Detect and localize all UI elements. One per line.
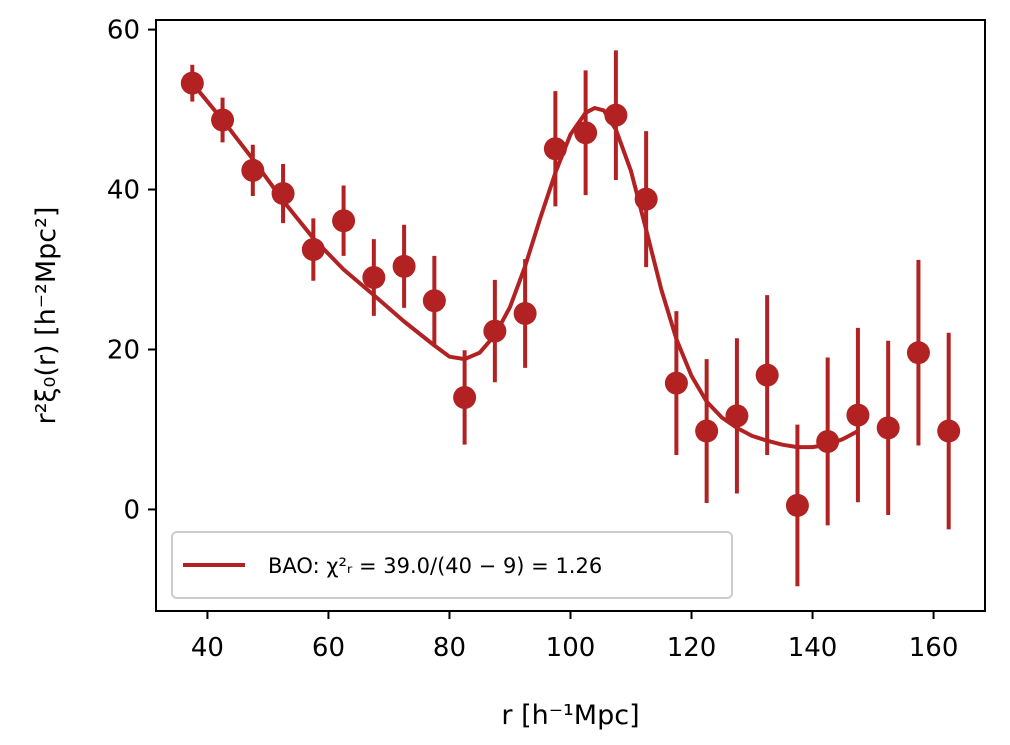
data-point-20 xyxy=(785,493,809,517)
data-point-2 xyxy=(241,158,265,182)
bao-model-line xyxy=(190,81,859,450)
y-tick-label-60: 60 xyxy=(107,16,140,46)
data-point-4 xyxy=(301,238,325,262)
data-point-23 xyxy=(876,416,900,440)
data-point-9 xyxy=(453,385,477,409)
data-point-19 xyxy=(755,363,779,387)
data-point-8 xyxy=(422,289,446,313)
x-tick-label-60: 60 xyxy=(312,633,345,663)
data-point-10 xyxy=(483,319,507,343)
axes: 40 60 80 100 120 140 160 0 20 40 60 r [h⁻¹Mpc] r²ξ₀(… xyxy=(31,16,986,731)
data-point-21 xyxy=(816,429,840,453)
data-point-16 xyxy=(664,371,688,395)
x-tick-label-120: 120 xyxy=(667,633,717,663)
x-tick-label-100: 100 xyxy=(546,633,596,663)
data-point-22 xyxy=(846,403,870,427)
x-tick-label-40: 40 xyxy=(191,633,224,663)
legend-label: BAO: χ²ᵣ = 39.0/(40 − 9) = 1.26 xyxy=(268,554,602,578)
y-axis-label: r²ξ₀(r) [h⁻²Mpc²] xyxy=(31,207,62,425)
x-tick-label-160: 160 xyxy=(909,633,959,663)
legend-box xyxy=(171,531,733,599)
plot-content xyxy=(180,50,961,587)
y-tick-label-0: 0 xyxy=(123,495,140,525)
legend: BAO: χ²ᵣ = 39.0/(40 − 9) = 1.26 xyxy=(171,531,733,599)
data-point-15 xyxy=(634,187,658,211)
data-point-17 xyxy=(695,419,719,443)
data-point-1 xyxy=(211,108,235,132)
data-point-12 xyxy=(543,137,567,161)
data-point-13 xyxy=(574,121,598,145)
data-point-18 xyxy=(725,404,749,428)
x-axis-label: r [h⁻¹Mpc] xyxy=(501,700,639,731)
data-point-6 xyxy=(362,266,386,290)
data-point-0 xyxy=(180,71,204,95)
x-tick-label-80: 80 xyxy=(433,633,466,663)
data-point-25 xyxy=(937,419,961,443)
data-point-7 xyxy=(392,254,416,278)
data-point-11 xyxy=(513,302,537,326)
data-point-14 xyxy=(604,103,628,127)
y-tick-label-40: 40 xyxy=(107,176,140,206)
data-point-24 xyxy=(906,341,930,365)
data-point-3 xyxy=(271,182,295,206)
plot-area xyxy=(180,50,961,587)
x-tick-label-140: 140 xyxy=(788,633,838,663)
y-tick-label-20: 20 xyxy=(107,335,140,365)
data-point-5 xyxy=(332,209,356,233)
